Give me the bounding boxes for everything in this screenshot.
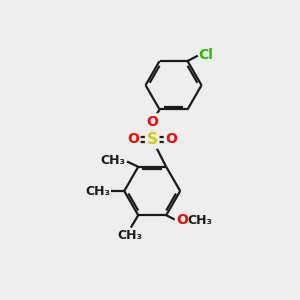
Text: CH₃: CH₃ [188, 214, 212, 227]
Text: Cl: Cl [199, 48, 214, 62]
Text: S: S [147, 132, 158, 147]
Text: O: O [146, 115, 158, 129]
Text: O: O [165, 133, 177, 146]
Text: CH₃: CH₃ [85, 184, 110, 197]
Text: O: O [127, 133, 139, 146]
Text: CH₃: CH₃ [101, 154, 126, 167]
Text: CH₃: CH₃ [118, 229, 142, 242]
Text: O: O [176, 213, 188, 227]
